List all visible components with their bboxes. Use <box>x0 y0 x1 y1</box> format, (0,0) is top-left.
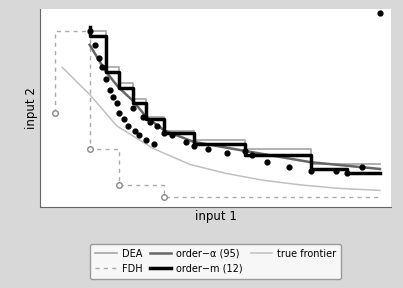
Point <box>183 140 189 144</box>
Point <box>154 124 160 128</box>
Point <box>121 117 127 122</box>
Point <box>359 164 365 169</box>
Point <box>249 153 256 158</box>
Point <box>110 94 116 99</box>
Point <box>103 76 109 81</box>
Point <box>106 88 113 92</box>
Point <box>99 65 106 70</box>
Point <box>223 151 230 156</box>
Point <box>161 130 168 135</box>
Point <box>168 133 175 137</box>
Point <box>130 106 137 110</box>
Point <box>114 101 120 106</box>
Point <box>264 160 270 164</box>
Point <box>132 128 139 133</box>
Point <box>150 142 157 146</box>
Point <box>147 119 153 124</box>
Point <box>86 29 93 33</box>
Point <box>136 133 142 137</box>
Point <box>344 171 350 176</box>
Point <box>377 11 383 16</box>
Y-axis label: input 2: input 2 <box>25 87 37 129</box>
Point <box>125 124 131 128</box>
Point <box>241 149 248 153</box>
Point <box>96 56 102 60</box>
Point <box>143 137 150 142</box>
Legend: DEA, FDH, order−α (95), order−m (12), true frontier: DEA, FDH, order−α (95), order−m (12), tr… <box>90 244 341 278</box>
Point <box>191 144 197 149</box>
Point <box>205 146 212 151</box>
Point <box>116 110 122 115</box>
Point <box>285 164 292 169</box>
Point <box>92 42 98 47</box>
Point <box>307 169 314 174</box>
X-axis label: input 1: input 1 <box>195 210 237 223</box>
Point <box>333 169 339 174</box>
Point <box>139 115 146 119</box>
